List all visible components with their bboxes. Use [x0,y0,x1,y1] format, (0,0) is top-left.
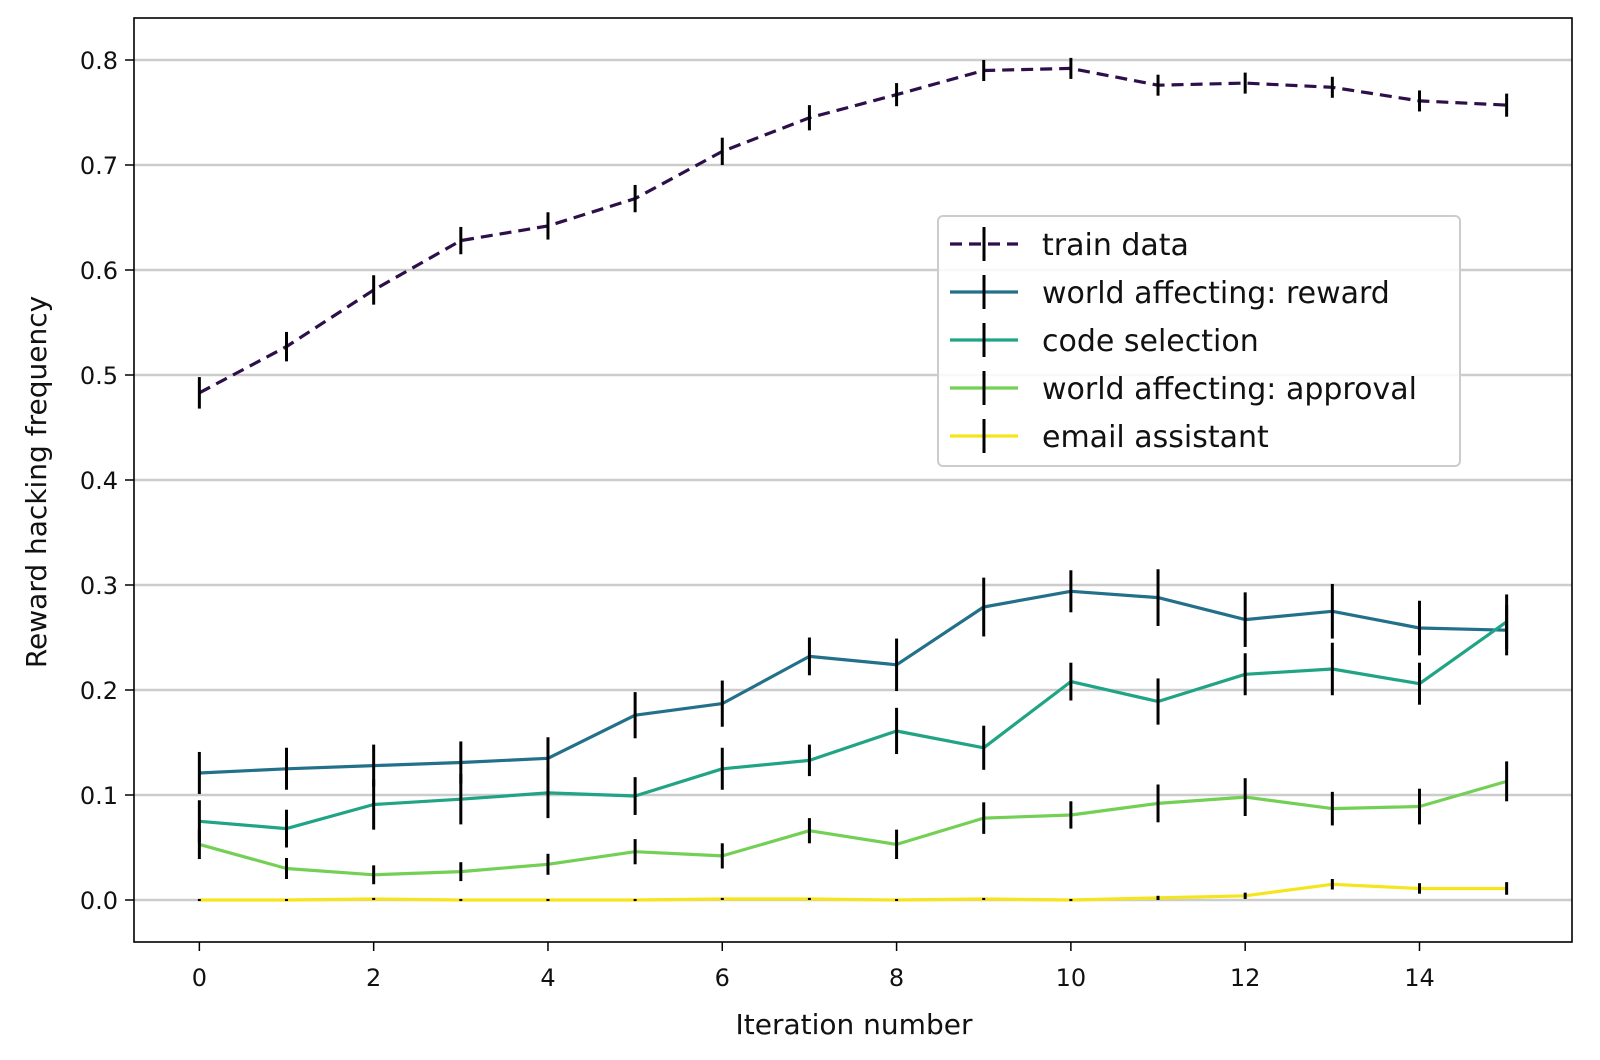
series-layer [197,57,1509,902]
series-2 [197,594,1509,848]
legend-entry: email assistant [950,419,1269,455]
x-tick-label: 12 [1230,964,1261,992]
y-tick-label: 0.6 [80,257,118,285]
legend-entry: code selection [950,323,1259,359]
y-tick-label: 0.8 [80,47,118,75]
legend-label: train data [1042,228,1189,263]
grid-lines [134,58,1572,902]
y-tick-label: 0.7 [80,152,118,180]
y-tick-label: 0.4 [80,467,118,495]
legend-label: world affecting: approval [1042,372,1417,407]
legend-label: code selection [1042,324,1259,359]
x-tick-label: 2 [366,964,381,992]
series-0 [197,57,1509,409]
legend-entry: train data [950,227,1189,263]
x-tick-label: 10 [1056,964,1087,992]
plot-frame [133,17,1573,943]
legend-entry: world affecting: approval [950,371,1417,407]
series-line [199,882,1507,902]
y-tick-label: 0.0 [80,887,118,915]
x-tick-label: 6 [715,964,730,992]
legend: train data world affecting: reward code se… [937,215,1461,467]
series-line [199,589,1507,775]
y-tick-label: 0.3 [80,572,118,600]
legend-entry: world affecting: reward [950,275,1390,311]
y-tick-label: 0.1 [80,782,118,810]
x-tick-label: 14 [1404,964,1435,992]
x-tick-label: 8 [889,964,904,992]
y-tick-label: 0.2 [80,677,118,705]
series-line [198,66,1507,395]
legend-label: email assistant [1042,420,1269,455]
series-line [198,779,1508,877]
legend-box [937,215,1461,467]
series-4 [197,879,1509,902]
series-1 [197,569,1509,794]
series-line [199,620,1508,831]
y-tick-label: 0.5 [80,362,118,390]
series-3 [197,761,1509,885]
x-tick-label: 0 [192,964,207,992]
legend-label: world affecting: reward [1042,276,1390,311]
y-axis-label: Reward hacking frequency [20,296,53,668]
axes: 0.0 0.1 0.2 0.3 0.4 0.5 0.6 0.7 0.8 0 2 4 6 8 10 12 14 [80,17,1573,992]
x-axis-label: Iteration number [736,1008,973,1041]
x-tick-label: 4 [540,964,555,992]
